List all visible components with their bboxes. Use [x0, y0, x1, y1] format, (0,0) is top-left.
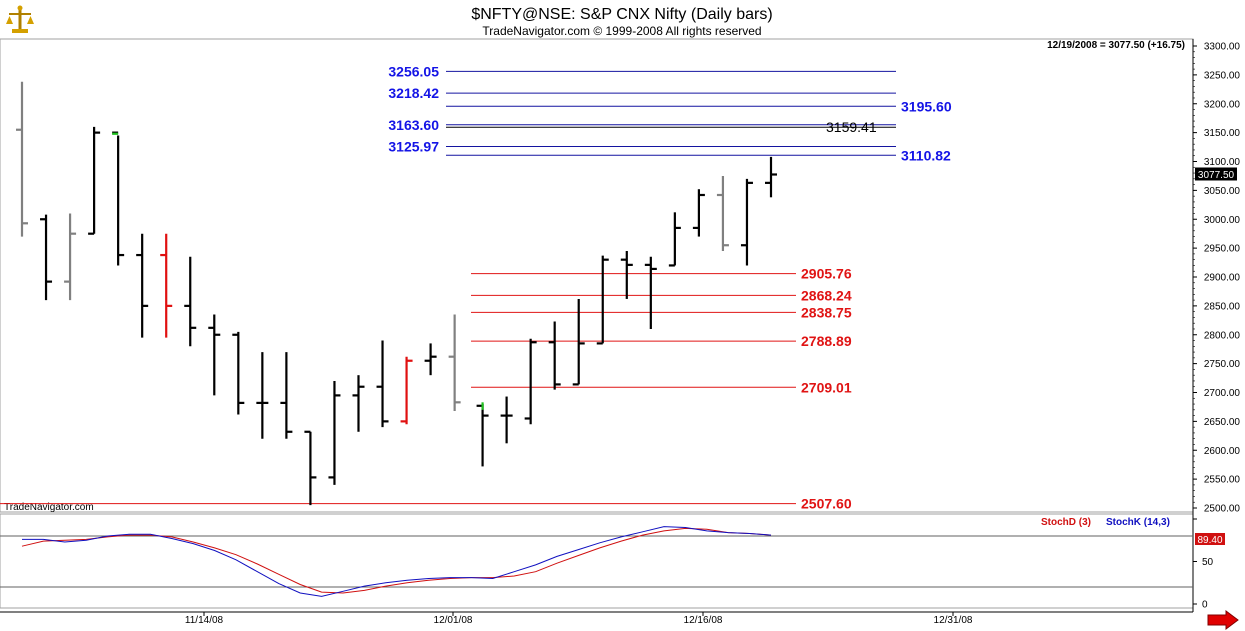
ohlc-bar [160, 233, 173, 338]
date-axis: 11/14/08 12/01/08 12/16/08 12/31/08 [185, 612, 973, 626]
ohlc-bar [716, 175, 729, 252]
ohlc-bar [400, 356, 413, 425]
price-tick-label: 2550.00 [1204, 475, 1241, 486]
fib-level-label-red: 2709.01 [801, 379, 852, 395]
stoch-k-legend: StochK (14,3) [1106, 517, 1170, 528]
ohlc-bar [765, 156, 777, 198]
ohlc-bar [40, 214, 53, 301]
price-tick-label: 3300.00 [1204, 42, 1241, 53]
price-tick-label: 3150.00 [1204, 128, 1241, 139]
price-tick-label: 3000.00 [1204, 215, 1241, 226]
ohlc-bar [352, 375, 365, 432]
price-tick-label: 2850.00 [1204, 301, 1241, 312]
ohlc-bar [740, 178, 753, 266]
fib-level-label-blue: 3218.42 [388, 85, 439, 101]
fib-level-label-blue: 3125.97 [388, 139, 439, 155]
last-price-label: 3077.50 [1198, 170, 1235, 181]
price-tick-label: 2750.00 [1204, 359, 1241, 370]
price-tick-label: 2500.00 [1204, 504, 1241, 515]
trade-navigator-logo[interactable] [4, 4, 38, 36]
ohlc-bar [424, 343, 437, 376]
price-tick-label: 2650.00 [1204, 417, 1241, 428]
price-tick-label: 2950.00 [1204, 244, 1241, 255]
fib-level-label-black: 3159.41 [826, 119, 877, 135]
price-tick-label: 2900.00 [1204, 273, 1241, 284]
ohlc-bar [448, 314, 461, 411]
price-axis: 3300.00 3250.00 3200.00 3150.00 3100.00 3050.… [1193, 42, 1240, 515]
fib-level-label-red: 2838.75 [801, 304, 852, 320]
ohlc-bar [280, 352, 293, 439]
stoch-tick-label: 0 [1202, 600, 1208, 611]
ohlc-bar [136, 233, 149, 338]
stoch-value-marker: 89.40 [1195, 533, 1225, 546]
ohlc-bar [524, 338, 537, 425]
ohlc-bar [620, 251, 633, 299]
date-tick-label: 12/16/08 [684, 615, 723, 626]
price-bars [16, 81, 777, 506]
stoch-value-label: 89.40 [1197, 535, 1222, 546]
ohlc-bar [548, 321, 561, 390]
ohlc-bar [88, 126, 101, 235]
scroll-right-arrow-icon[interactable] [1207, 610, 1239, 630]
ohlc-bar [16, 81, 28, 237]
fib-level-label-red: 2905.76 [801, 266, 852, 282]
stoch-d-line [21, 527, 772, 594]
date-tick-label: 12/31/08 [934, 615, 973, 626]
ohlc-bar [692, 189, 705, 237]
ohlc-bar [304, 430, 317, 506]
fib-level-label-red: 2788.89 [801, 333, 852, 349]
copyright-text: TradeNavigator.com © 1999-2008 All right… [482, 24, 761, 38]
fib-level-label-red: 2507.60 [801, 496, 852, 512]
stochastic-panel: 50 0 [0, 518, 1214, 611]
price-tick-label: 2800.00 [1204, 330, 1241, 341]
fib-level-label-red: 2868.24 [801, 287, 852, 303]
price-tick-label: 3100.00 [1204, 157, 1241, 168]
ohlc-bar [256, 352, 269, 439]
chart-title: $NFTY@NSE: S&P CNX Nifty (Daily bars) [471, 6, 772, 23]
ohlc-bar [112, 131, 125, 266]
ohlc-bar [208, 314, 221, 396]
ohlc-bar [328, 380, 341, 485]
last-price-marker: 3077.50 [1195, 167, 1237, 181]
stoch-tick-label: 50 [1202, 557, 1214, 568]
ohlc-bar [500, 396, 513, 444]
watermark-text: TradeNavigator.com [4, 502, 94, 513]
price-tick-label: 3050.00 [1204, 186, 1241, 197]
fib-levels: 3256.05 3218.42 3163.60 3125.97 3195.60 3110.… [0, 63, 952, 512]
stoch-k-line [22, 526, 772, 597]
ohlc-bar [376, 340, 389, 428]
ohlc-bar [64, 213, 77, 301]
price-tick-label: 3200.00 [1204, 99, 1241, 110]
fib-level-label-blue: 3195.60 [901, 98, 952, 114]
fib-level-label-blue: 3110.82 [901, 147, 951, 163]
price-tick-label: 2700.00 [1204, 388, 1241, 399]
fib-level-label-blue: 3163.60 [388, 117, 439, 133]
stoch-d-legend: StochD (3) [1041, 517, 1091, 528]
ohlc-bar [232, 331, 245, 415]
ohlc-bar [572, 298, 585, 386]
ohlc-bar [644, 256, 657, 329]
price-tick-label: 2600.00 [1204, 446, 1241, 457]
price-tick-label: 3250.00 [1204, 70, 1241, 81]
ohlc-bar [596, 255, 609, 345]
last-bar-info: 12/19/2008 = 3077.50 (+16.75) [1047, 40, 1185, 51]
fib-level-label-blue: 3256.05 [388, 63, 439, 79]
ohlc-bar [668, 212, 681, 267]
date-tick-label: 12/01/08 [434, 615, 473, 626]
date-tick-label: 11/14/08 [185, 615, 224, 626]
ohlc-bar [184, 256, 197, 347]
